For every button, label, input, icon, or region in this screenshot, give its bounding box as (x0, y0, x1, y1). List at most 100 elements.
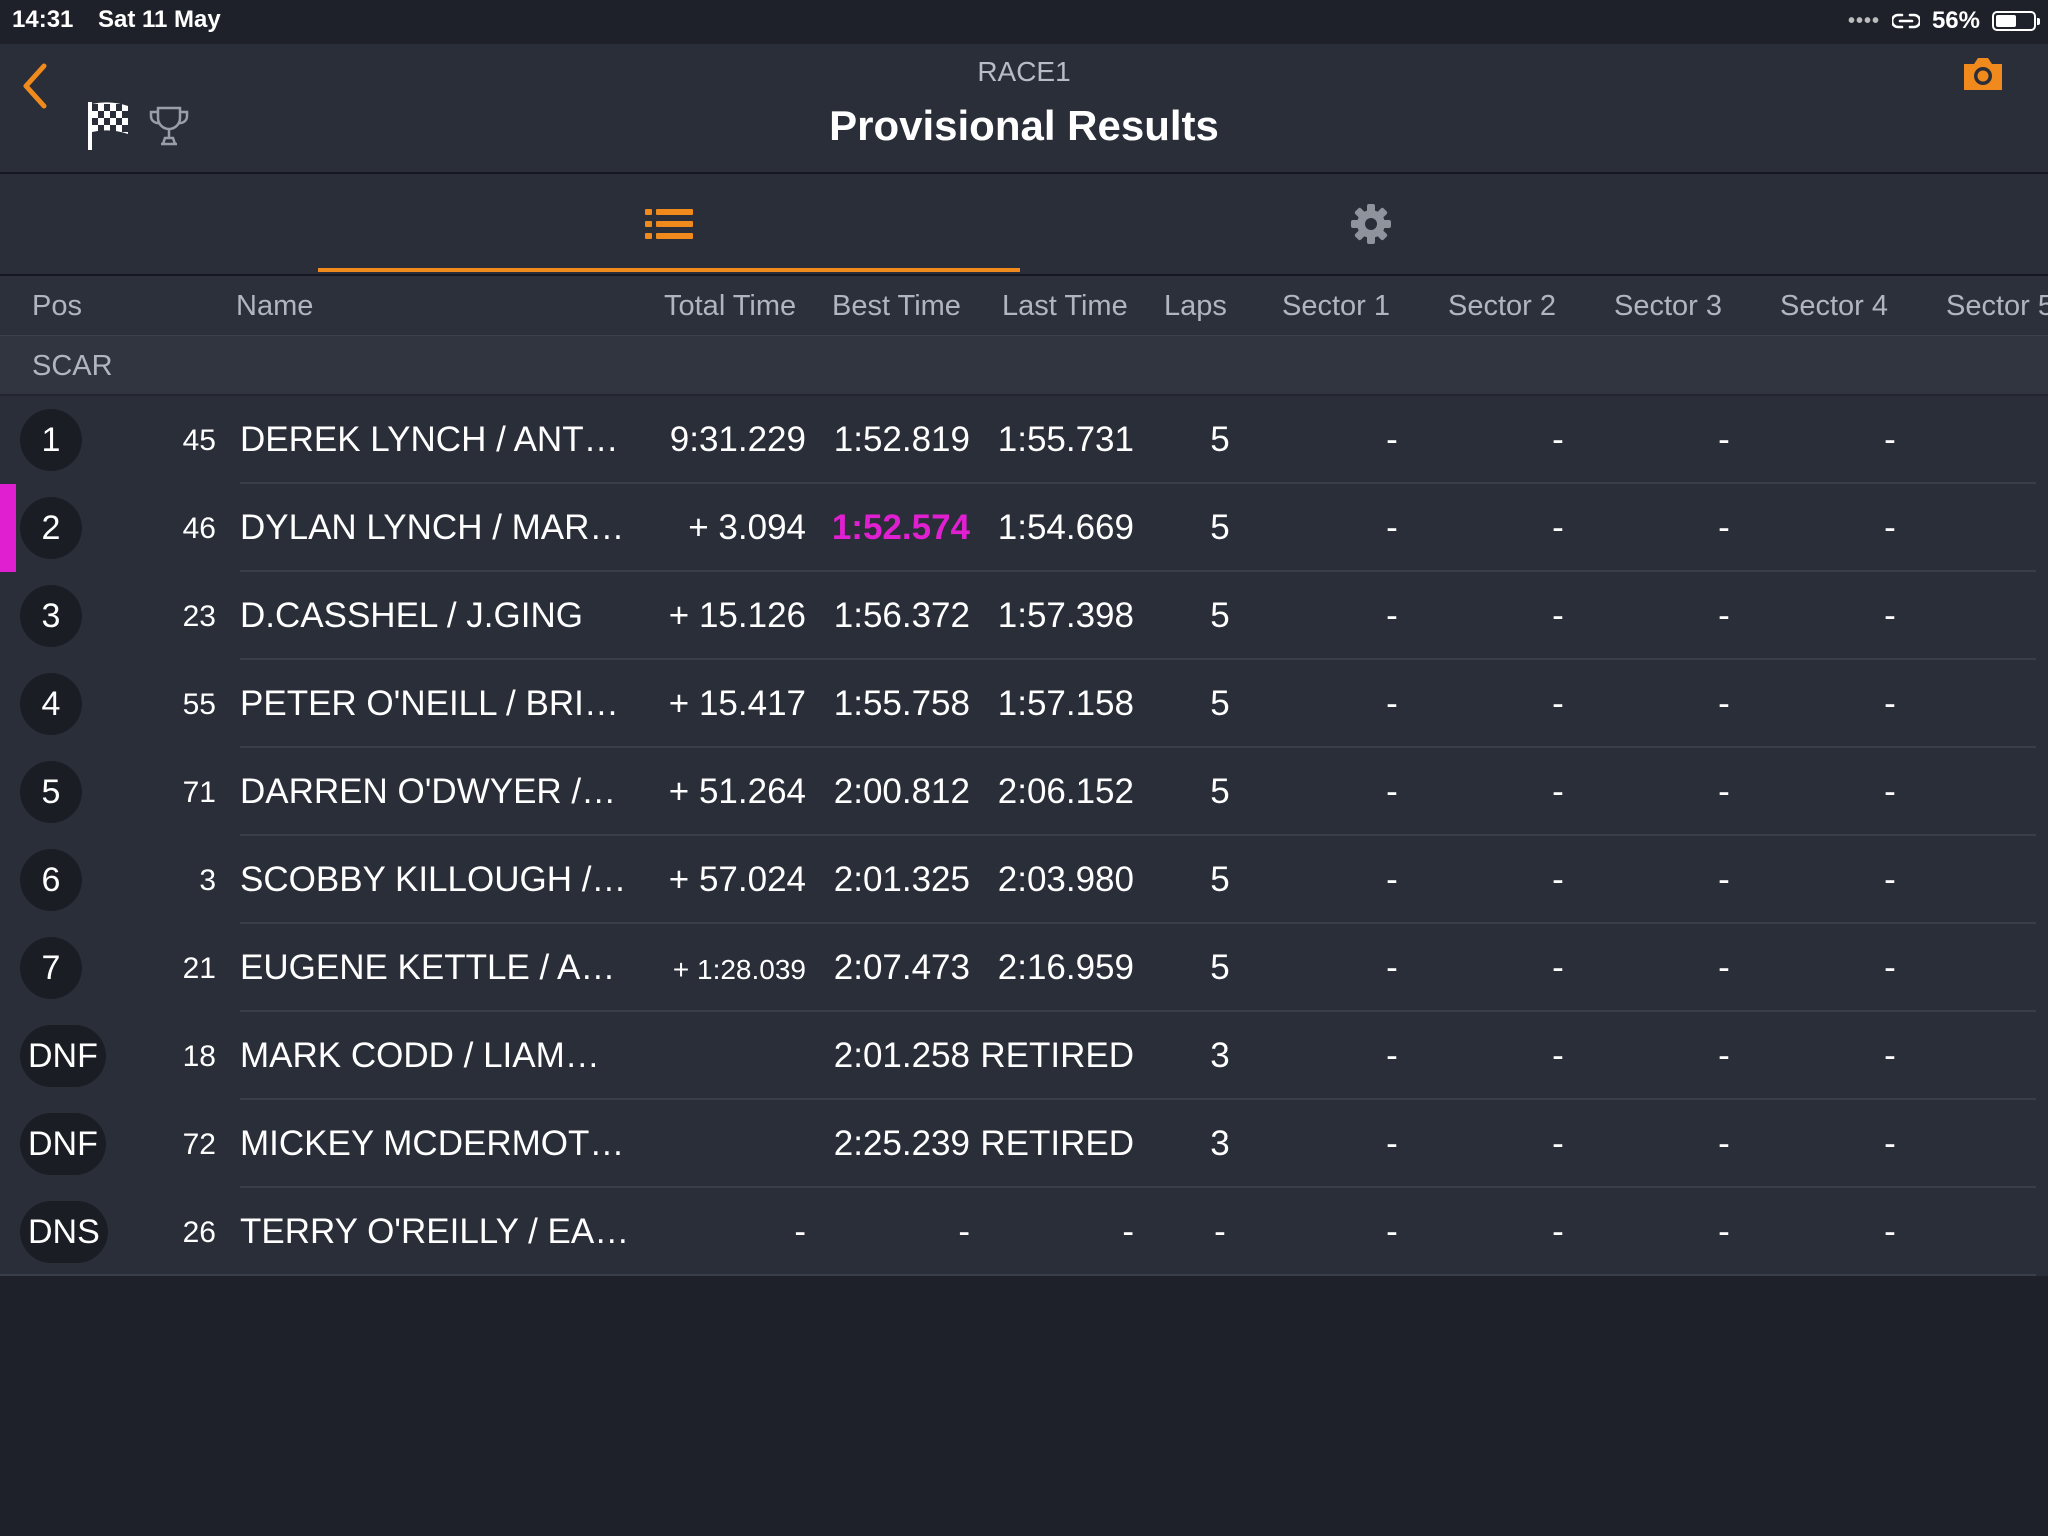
total-time-cell: 9:31.229 (669, 420, 806, 459)
table-row[interactable]: DNS 26 TERRY O'REILLY / EA… - - - - - - - - (0, 1188, 2048, 1276)
position-badge: 6 (20, 849, 82, 911)
col-sector-3[interactable]: Sector 3 (1614, 290, 1722, 322)
sector-2-cell: - (1552, 420, 1564, 459)
sector-3-cell: - (1718, 684, 1730, 723)
sector-2-cell: - (1552, 948, 1564, 987)
table-row[interactable]: 3 23 D.CASSHEL / J.GING + 15.126 1:56.372 1:5… (0, 572, 2048, 660)
sector-3-cell: - (1718, 420, 1730, 459)
best-time-cell: 1:55.758 (833, 684, 970, 723)
sector-3-cell: - (1718, 772, 1730, 811)
table-row[interactable]: 1 45 DEREK LYNCH / ANT… 9:31.229 1:52.819 1:5… (0, 396, 2048, 484)
sector-2-cell: - (1552, 772, 1564, 811)
battery-percent: 56% (1931, 7, 1980, 34)
trophy-icon[interactable] (148, 104, 190, 148)
position-badge: 2 (20, 497, 82, 559)
sector-3-cell: - (1718, 596, 1730, 635)
sector-4-cell: - (1884, 1212, 1896, 1251)
col-sector-5[interactable]: Sector 5 (1946, 290, 2048, 322)
best-time-cell: 2:01.258 (833, 1036, 970, 1075)
col-total-time[interactable]: Total Time (664, 290, 797, 322)
table-row[interactable]: DNF 72 MICKEY MCDERMOT… 2:25.239 RETIRED 3 - - -… (0, 1100, 2048, 1188)
sector-4-cell: - (1884, 948, 1896, 987)
car-number-cell: 46 (182, 512, 216, 545)
table-row[interactable]: 5 71 DARREN O'DWYER /… + 51.264 2:00.812 2:06… (0, 748, 2048, 836)
driver-name-cell: DARREN O'DWYER /… (240, 772, 617, 811)
col-sector-1[interactable]: Sector 1 (1282, 290, 1390, 322)
sector-1-cell: - (1386, 1124, 1398, 1163)
laps-cell: - (1214, 1212, 1226, 1251)
battery-icon (1992, 11, 2040, 31)
car-number-cell: 55 (182, 688, 216, 721)
sector-1-cell: - (1386, 948, 1398, 987)
position-badge: DNS (20, 1201, 108, 1263)
last-time-cell: 1:57.158 (997, 684, 1134, 723)
total-time-cell: + 51.264 (668, 772, 806, 811)
col-last-time[interactable]: Last Time (1002, 290, 1128, 322)
laps-cell: 5 (1210, 420, 1230, 459)
driver-name-cell: MARK CODD / LIAM… (240, 1036, 600, 1075)
results-table: 1 45 DEREK LYNCH / ANT… 9:31.229 1:52.819 1:5… (0, 396, 2048, 1276)
sector-4-cell: - (1884, 596, 1896, 635)
sector-1-cell: - (1386, 684, 1398, 723)
best-time-cell: - (958, 1212, 970, 1251)
driver-name-cell: SCOBBY KILLOUGH /… (240, 860, 627, 899)
table-row[interactable]: 7 21 EUGENE KETTLE / A… + 1:28.039 2:07.473 2… (0, 924, 2048, 1012)
best-time-cell: 1:52.819 (833, 420, 970, 459)
last-time-cell: 2:06.152 (997, 772, 1134, 811)
col-name[interactable]: Name (236, 290, 314, 322)
tab-settings[interactable] (1020, 174, 1722, 274)
position-badge: 4 (20, 673, 82, 735)
sector-2-cell: - (1552, 1124, 1564, 1163)
car-number-cell: 71 (182, 776, 216, 809)
tab-results-list[interactable] (318, 174, 1020, 274)
camera-button[interactable] (1960, 54, 2006, 94)
best-time-cell: 2:07.473 (833, 948, 970, 987)
sector-4-cell: - (1884, 1036, 1896, 1075)
sector-4-cell: - (1884, 684, 1896, 723)
back-button[interactable] (14, 58, 58, 114)
sector-1-cell: - (1386, 508, 1398, 547)
list-icon (645, 209, 693, 239)
position-badge: DNF (20, 1113, 106, 1175)
car-number-cell: 18 (182, 1040, 216, 1073)
col-sector-2[interactable]: Sector 2 (1448, 290, 1556, 322)
last-time-cell: 2:03.980 (997, 860, 1134, 899)
table-row[interactable]: DNF 18 MARK CODD / LIAM… 2:01.258 RETIRED 3 - -… (0, 1012, 2048, 1100)
col-pos[interactable]: Pos (32, 290, 82, 322)
table-row[interactable]: 4 55 PETER O'NEILL / BRI… + 15.417 1:55.758 1… (0, 660, 2048, 748)
table-row[interactable]: 6 3 SCOBBY KILLOUGH /… + 57.024 2:01.325 2:03… (0, 836, 2048, 924)
position-badge: 1 (20, 409, 82, 471)
sector-1-cell: - (1386, 1212, 1398, 1251)
car-number-cell: 21 (182, 952, 216, 985)
sector-2-cell: - (1552, 596, 1564, 635)
driver-name-cell: PETER O'NEILL / BRI… (240, 684, 619, 723)
col-best-time[interactable]: Best Time (832, 290, 961, 322)
table-row[interactable]: 2 46 DYLAN LYNCH / MAR… + 3.094 1:52.574 1:54… (0, 484, 2048, 572)
last-time-cell: 1:54.669 (997, 508, 1134, 547)
driver-name-cell: TERRY O'REILLY / EA… (240, 1212, 630, 1251)
total-time-cell: + 1:28.039 (672, 954, 806, 985)
status-date: Sat 11 May (98, 6, 221, 33)
sector-2-cell: - (1552, 1036, 1564, 1075)
checkered-flag-icon[interactable] (86, 100, 132, 152)
position-badge: 5 (20, 761, 82, 823)
position-badge: 7 (20, 937, 82, 999)
sector-4-cell: - (1884, 772, 1896, 811)
sector-2-cell: - (1552, 1212, 1564, 1251)
sector-1-cell: - (1386, 1036, 1398, 1075)
class-group-header: SCAR (0, 336, 2048, 396)
sector-1-cell: - (1386, 772, 1398, 811)
status-time: 14:31 (12, 6, 74, 33)
col-laps[interactable]: Laps (1164, 290, 1227, 322)
sector-3-cell: - (1718, 1212, 1730, 1251)
car-number-cell: 72 (182, 1128, 216, 1161)
class-group-label: SCAR (32, 350, 113, 382)
sector-1-cell: - (1386, 596, 1398, 635)
total-time-cell: + 3.094 (688, 508, 806, 547)
col-sector-4[interactable]: Sector 4 (1780, 290, 1888, 322)
laps-cell: 5 (1210, 772, 1230, 811)
sector-4-cell: - (1884, 508, 1896, 547)
last-time-cell: 1:55.731 (997, 420, 1134, 459)
laps-cell: 3 (1210, 1124, 1230, 1163)
sector-4-cell: - (1884, 1124, 1896, 1163)
